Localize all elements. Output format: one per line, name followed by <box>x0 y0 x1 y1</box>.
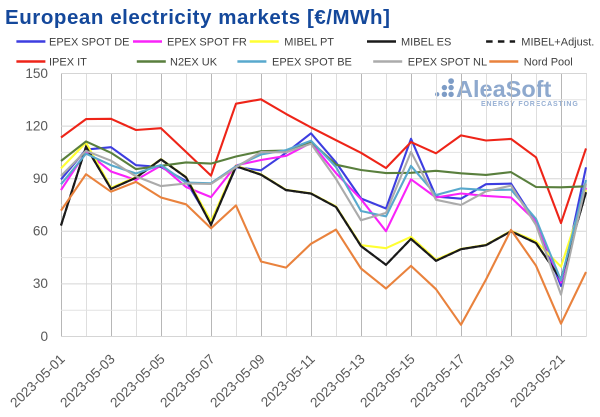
svg-text:European electricity markets [: European electricity markets [€/MWh] <box>5 6 391 29</box>
svg-text:MIBEL+Adjust.: MIBEL+Adjust. <box>521 37 594 49</box>
svg-text:60: 60 <box>33 224 49 239</box>
svg-text:150: 150 <box>25 66 48 81</box>
svg-text:N2EX UK: N2EX UK <box>170 57 218 69</box>
svg-text:30: 30 <box>33 276 49 291</box>
svg-text:120: 120 <box>25 118 48 133</box>
svg-text:ENERGY FORECASTING: ENERGY FORECASTING <box>481 101 579 108</box>
svg-text:EPEX SPOT FR: EPEX SPOT FR <box>167 37 247 49</box>
svg-text:EPEX SPOT DE: EPEX SPOT DE <box>49 37 130 49</box>
svg-text:EPEX SPOT BE: EPEX SPOT BE <box>272 57 352 69</box>
svg-text:EPEX SPOT NL: EPEX SPOT NL <box>408 57 487 69</box>
svg-text:AleaSoft: AleaSoft <box>456 76 551 102</box>
svg-text:IPEX IT: IPEX IT <box>49 57 87 69</box>
svg-text:90: 90 <box>33 171 49 186</box>
svg-text:MIBEL ES: MIBEL ES <box>401 37 451 49</box>
svg-text:0: 0 <box>40 329 48 344</box>
svg-text:Nord Pool: Nord Pool <box>524 57 573 69</box>
svg-text:MIBEL PT: MIBEL PT <box>284 37 334 49</box>
